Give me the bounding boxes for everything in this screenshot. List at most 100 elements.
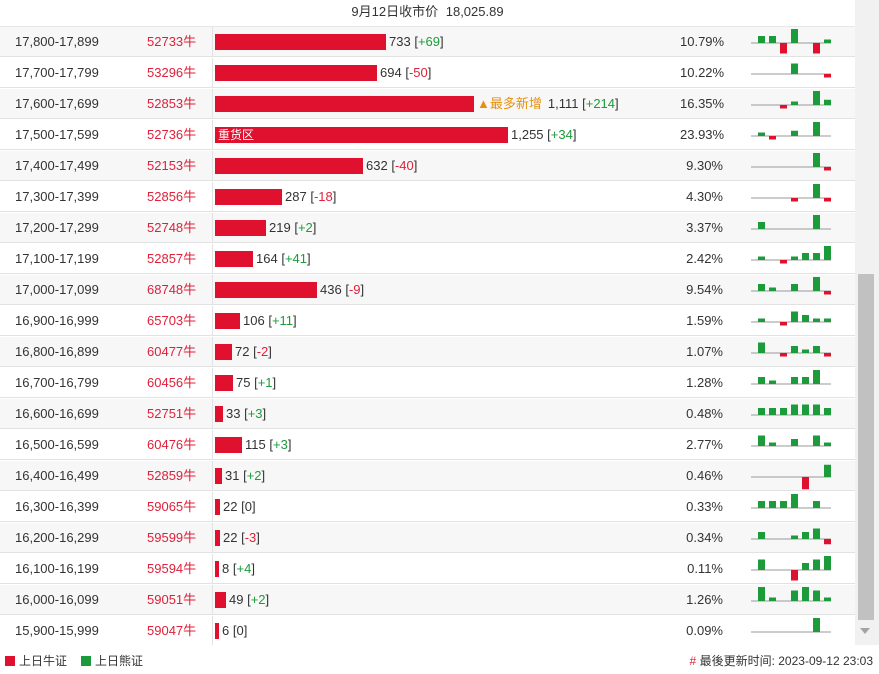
cbbc-code-link[interactable]: 59047牛 — [147, 616, 196, 645]
count-change: [-2] — [253, 344, 272, 359]
sparkline-bar — [813, 184, 820, 198]
sparkline-bar — [802, 477, 809, 490]
sparkline-bar — [813, 215, 820, 229]
price-range: 17,600-17,699 — [15, 96, 99, 111]
cbbc-code: 60477 — [147, 344, 184, 359]
change-sparkline — [751, 277, 831, 295]
table-row: 17,400-17,499 52153牛 632 [-40] 9.30% — [0, 151, 855, 181]
change-sparkline — [751, 29, 831, 54]
sparkline-bar — [769, 136, 776, 140]
position-bar — [215, 468, 222, 484]
position-text: 733 [+69] — [389, 27, 444, 57]
cbbc-code-link[interactable]: 52153牛 — [147, 151, 196, 181]
column-divider — [212, 368, 213, 398]
sparkline-bar — [802, 563, 809, 570]
column-divider — [212, 337, 213, 367]
percentage: 3.37% — [686, 220, 723, 235]
vertical-scrollbar[interactable] — [855, 0, 879, 645]
position-bar — [215, 623, 219, 639]
cbbc-code-link[interactable]: 59051牛 — [147, 585, 196, 615]
sparkline-bar — [769, 442, 776, 446]
change-sparkline — [751, 246, 831, 264]
sparkline-bar — [824, 597, 831, 601]
table-row: 17,500-17,599 52736牛 重货区 1,255 [+34] 23.93% — [0, 120, 855, 150]
position-bar — [215, 344, 232, 360]
cbbc-code: 59065 — [147, 499, 184, 514]
sparkline-bar — [824, 99, 831, 105]
cbbc-code-link[interactable]: 52859牛 — [147, 461, 196, 491]
cbbc-code-link[interactable]: 65703牛 — [147, 306, 196, 336]
percentage: 10.79% — [680, 34, 725, 49]
price-range: 16,500-16,599 — [15, 437, 99, 452]
cbbc-code-link[interactable]: 52733牛 — [147, 27, 196, 57]
price-range: 16,200-16,299 — [15, 530, 99, 545]
cbbc-code-link[interactable]: 59065牛 — [147, 492, 196, 522]
cbbc-code-link[interactable]: 60476牛 — [147, 430, 196, 460]
scroll-down-arrow-icon[interactable] — [860, 628, 870, 634]
sparkline-bar — [769, 501, 776, 508]
percentage: 16.35% — [680, 96, 725, 111]
price-range: 16,900-16,999 — [15, 313, 99, 328]
cbbc-code: 59047 — [147, 623, 184, 638]
cbbc-type: 牛 — [183, 220, 197, 235]
scrollbar-thumb[interactable] — [858, 274, 874, 620]
sparkline-bar — [769, 36, 776, 43]
sparkline-bar — [791, 198, 798, 202]
sparkline-bar — [824, 167, 831, 171]
sparkline-bar — [824, 246, 831, 260]
position-text: 8 [+4] — [222, 554, 255, 584]
cbbc-code-link[interactable]: 53296牛 — [147, 58, 196, 88]
sparkline-bar — [758, 559, 765, 570]
cbbc-code-link[interactable]: 52857牛 — [147, 244, 196, 274]
cbbc-code-link[interactable]: 59599牛 — [147, 523, 196, 553]
percentage: 0.33% — [686, 499, 723, 514]
sparkline-bar — [791, 130, 798, 136]
position-text: 6 [0] — [222, 616, 247, 645]
count-change-value: -18 — [313, 189, 333, 204]
change-sparkline — [751, 587, 831, 602]
position-bar — [215, 189, 282, 205]
column-divider — [212, 275, 213, 305]
position-text: 1,255 [+34] — [511, 120, 576, 150]
legend-bull: 上日牛证 — [5, 654, 67, 668]
cbbc-code: 65703 — [147, 313, 184, 328]
sparkline-bar — [758, 256, 765, 260]
cbbc-code: 52733 — [147, 34, 184, 49]
sparkline-bar — [791, 535, 798, 539]
column-divider — [212, 523, 213, 553]
outstanding-count: 33 — [226, 406, 241, 421]
cbbc-code: 60456 — [147, 375, 184, 390]
count-change: [+3] — [269, 437, 292, 452]
cbbc-code-link[interactable]: 52748牛 — [147, 213, 196, 243]
table-row: 16,500-16,599 60476牛 115 [+3] 2.77% — [0, 430, 855, 460]
percentage: 9.54% — [686, 282, 723, 297]
sparkline-bar — [758, 377, 765, 384]
percentage: 1.28% — [686, 375, 723, 390]
cbbc-code-link[interactable]: 52736牛 — [147, 120, 196, 150]
position-text: 164 [+41] — [256, 244, 311, 274]
sparkline-bar — [824, 74, 831, 78]
column-divider — [212, 492, 213, 522]
position-text: 22 [-3] — [223, 523, 260, 553]
column-divider — [212, 244, 213, 274]
cbbc-code-link[interactable]: 60456牛 — [147, 368, 196, 398]
cbbc-code-link[interactable]: 60477牛 — [147, 337, 196, 367]
cbbc-code-link[interactable]: 52751牛 — [147, 399, 196, 429]
table-row: 17,800-17,899 52733牛 733 [+69] 10.79% — [0, 27, 855, 57]
count-change: [+2] — [243, 468, 266, 483]
sparkline-bar — [813, 277, 820, 291]
sparkline-bar — [813, 528, 820, 539]
count-change: [+34] — [547, 127, 577, 142]
column-divider — [212, 399, 213, 429]
table-row: 17,600-17,699 52853牛 ▲最多新增 1,111 [+214] 16.3… — [0, 89, 855, 119]
cbbc-code-link[interactable]: 59594牛 — [147, 554, 196, 584]
cbbc-code: 52751 — [147, 406, 184, 421]
outstanding-count: 31 — [225, 468, 240, 483]
cbbc-code-link[interactable]: 52853牛 — [147, 89, 196, 119]
cbbc-code-link[interactable]: 68748牛 — [147, 275, 196, 305]
sparkline-bar — [813, 590, 820, 601]
count-change-value: +1 — [257, 375, 273, 390]
position-text: 436 [-9] — [320, 275, 364, 305]
count-change: [-50] — [405, 65, 432, 80]
cbbc-code-link[interactable]: 52856牛 — [147, 182, 196, 212]
